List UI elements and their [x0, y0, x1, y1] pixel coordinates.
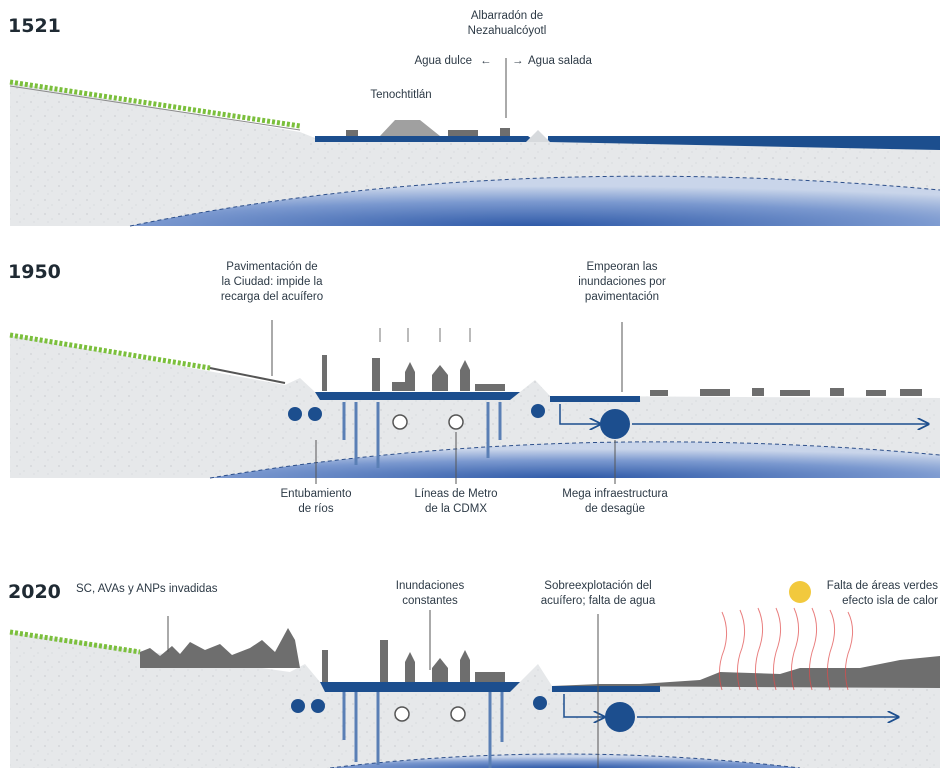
rivers-label-2: de ríos [298, 503, 333, 515]
sprawl-2020 [140, 628, 940, 688]
rivers-label-1: Entubamiento [281, 488, 352, 500]
drain-label-1: Mega infraestructura [562, 488, 668, 500]
salt-lake-1521 [548, 136, 940, 150]
rain-arrows-1950 [379, 328, 471, 342]
heat-label-2: efecto isla de calor [842, 595, 938, 607]
wells-1950 [342, 402, 502, 468]
lake-2020 [320, 682, 520, 692]
wells-2020 [342, 692, 504, 768]
year-2020: 2020 [8, 581, 61, 603]
year-1521: 1521 [8, 15, 61, 37]
salt-water-label: Agua salada [528, 55, 593, 67]
aquifer-1950 [210, 441, 940, 478]
lake-1950 [315, 392, 520, 400]
drain-arrow-1950 [559, 404, 600, 424]
floods-label-1: Empeoran las [587, 261, 658, 273]
constant-floods-label-1: Inundaciones [396, 580, 465, 592]
constant-floods-label-2: constantes [402, 595, 458, 607]
floods-label-2: inundaciones por [578, 276, 666, 288]
svg-text:←: ← [480, 55, 492, 67]
aquifer-2020 [330, 754, 800, 768]
heat-waves-2020 [718, 607, 854, 691]
vegetation-2020 [9, 629, 141, 655]
mega-drain-1950 [600, 409, 630, 439]
river-pipes-1950 [288, 404, 545, 421]
aquifer-1521 [130, 176, 940, 226]
paving-label-3: recarga del acuífero [221, 291, 323, 303]
heat-label-1: Falta de áreas verdes [827, 580, 938, 592]
dam-1521 [526, 130, 550, 142]
drain-arrow-2020 [563, 694, 604, 717]
paving-label-2: la Ciudad: impide la [221, 276, 323, 288]
city-1950 [322, 355, 922, 396]
drain-channel-1950 [550, 396, 640, 402]
year-1950: 1950 [8, 261, 61, 283]
metro-icons-1950 [392, 414, 464, 430]
sun-icon [789, 581, 811, 603]
vegetation-1950 [9, 332, 211, 371]
panel-1950: 1950 Pavimentación de la Ciudad: impide … [8, 261, 941, 515]
paving-label-1: Pavimentación de [226, 261, 317, 273]
floods-label-3: pavimentación [585, 291, 659, 303]
metro-label-1: Líneas de Metro [414, 488, 497, 500]
tenochtitlan-city [346, 120, 510, 136]
overexploitation-label-1: Sobreexplotación del [544, 580, 651, 592]
fresh-water-label: Agua dulce [414, 55, 472, 67]
drain-channel-2020 [552, 686, 660, 692]
invaded-label: SC, AVAs y ANPs invadidas [76, 583, 218, 595]
svg-text:→: → [512, 55, 524, 67]
dam-label-1: Albarradón de [471, 10, 543, 22]
mega-drain-2020 [605, 702, 635, 732]
panel-1521: 1521 Albarradón de Nezahualcóyotl Agua d… [8, 10, 941, 227]
metro-label-2: de la CDMX [425, 503, 487, 515]
vegetation-1521 [9, 79, 301, 129]
panel-2020: 2020 SC, AVAs y ANPs invadidas Inundacio… [8, 580, 940, 768]
lake-1521 [315, 136, 536, 142]
overexploitation-label-2: acuífero; falta de agua [541, 595, 656, 607]
tenochtitlan-label: Tenochtitlán [370, 89, 431, 101]
drain-label-2: de desagüe [585, 503, 645, 515]
dam-label-2: Nezahualcóyotl [468, 25, 547, 37]
river-pipes-2020 [291, 696, 547, 713]
metro-icons-2020 [394, 706, 466, 722]
